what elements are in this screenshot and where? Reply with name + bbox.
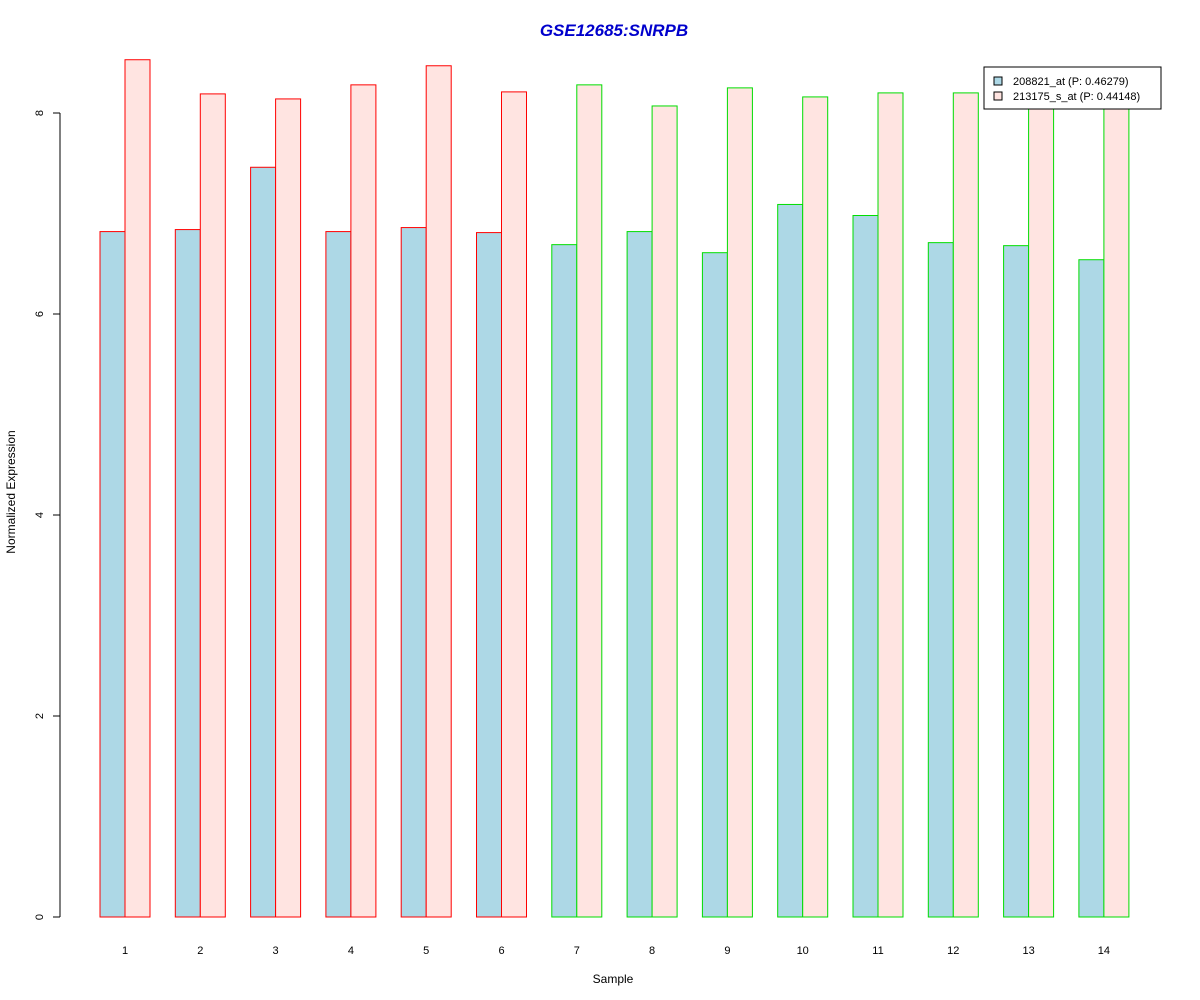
x-tick-label: 4 <box>348 945 354 957</box>
bar-sample-10-series-1 <box>777 203 804 918</box>
bar-sample-4-series-2 <box>350 84 377 918</box>
bar-sample-7-series-2 <box>576 84 603 918</box>
y-axis-title: Normalized Expression <box>4 430 18 553</box>
x-tick-label: 9 <box>724 945 730 957</box>
legend-box <box>983 66 1162 110</box>
legend-swatch-2 <box>993 91 1003 101</box>
bar-sample-8-series-1 <box>626 231 653 918</box>
bar-sample-10-series-2 <box>802 96 829 918</box>
x-tick-label: 1 <box>122 945 128 957</box>
x-tick-label: 12 <box>947 945 959 957</box>
legend-label-2: 213175_s_at (P: 0.44148) <box>1013 91 1140 103</box>
x-tick-labels: 1 2 3 4 5 6 7 8 9 10 11 12 13 14 <box>122 945 1110 957</box>
bar-sample-9-series-1 <box>701 252 728 918</box>
bar-sample-11-series-1 <box>852 215 879 918</box>
y-tick-label: 8 <box>34 110 46 116</box>
bar-sample-14-series-2 <box>1103 96 1130 918</box>
legend: 208821_at (P: 0.46279) 213175_s_at (P: 0.… <box>983 66 1162 110</box>
x-tick-label: 6 <box>498 945 504 957</box>
bar-sample-6-series-2 <box>501 91 527 918</box>
x-axis-title: Sample <box>593 972 634 986</box>
bar-sample-3-series-2 <box>275 98 302 918</box>
y-tick-label: 6 <box>34 311 46 317</box>
chart-title: GSE12685:SNRPB <box>540 21 688 40</box>
bar-sample-13-series-2 <box>1028 90 1055 918</box>
bar-sample-6-series-1 <box>476 232 502 918</box>
x-tick-label: 2 <box>197 945 203 957</box>
bar-sample-12-series-2 <box>952 92 979 918</box>
bar-sample-14-series-1 <box>1078 259 1105 918</box>
x-tick-label: 13 <box>1022 945 1034 957</box>
bar-sample-1-series-1 <box>99 231 126 918</box>
bar-sample-12-series-1 <box>927 242 954 918</box>
bar-sample-2-series-1 <box>174 229 201 918</box>
bar-sample-13-series-1 <box>1003 245 1030 918</box>
x-tick-label: 10 <box>797 945 809 957</box>
x-tick-label: 14 <box>1098 945 1110 957</box>
bar-sample-3-series-1 <box>250 166 277 918</box>
y-tick-label: 2 <box>34 713 46 719</box>
legend-label-1: 208821_at (P: 0.46279) <box>1013 76 1129 88</box>
bar-sample-11-series-2 <box>877 92 904 918</box>
x-tick-label: 8 <box>649 945 655 957</box>
bar-sample-5-series-2 <box>425 65 452 918</box>
x-tick-label: 3 <box>273 945 279 957</box>
bar-sample-1-series-2 <box>124 59 151 918</box>
x-tick-label: 11 <box>872 945 883 957</box>
bar-sample-8-series-2 <box>651 105 678 918</box>
legend-swatch-1 <box>993 76 1003 86</box>
y-tick-label: 4 <box>34 512 46 518</box>
bar-sample-5-series-1 <box>400 227 427 918</box>
bar-sample-4-series-1 <box>325 231 352 918</box>
bar-sample-9-series-2 <box>726 87 753 918</box>
bar-sample-7-series-1 <box>551 244 578 918</box>
x-tick-label: 7 <box>574 945 580 957</box>
bar-sample-2-series-2 <box>199 93 226 918</box>
y-tick-label: 0 <box>34 914 46 920</box>
bars <box>99 59 1130 918</box>
x-tick-label: 5 <box>423 945 429 957</box>
y-axis: 0 2 4 6 8 <box>34 110 61 920</box>
